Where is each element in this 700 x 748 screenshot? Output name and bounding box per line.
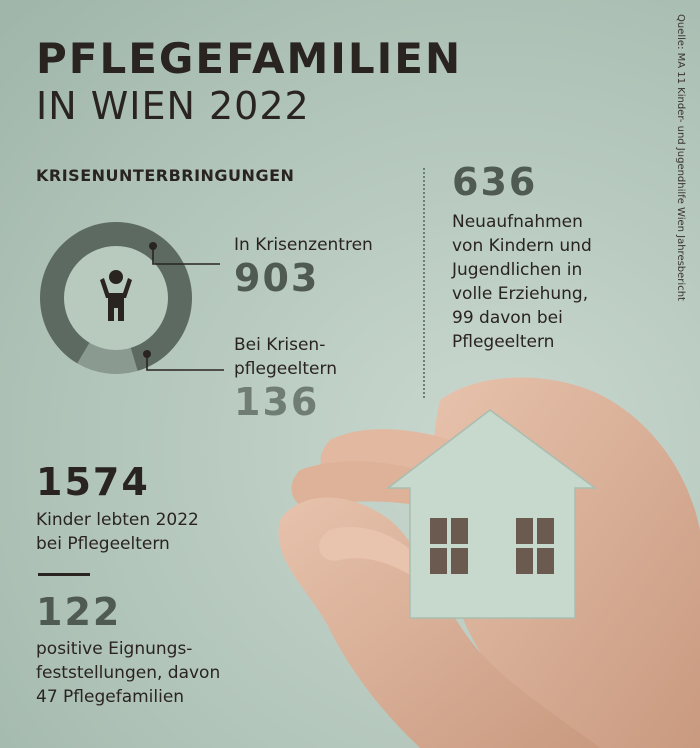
front-hand	[278, 497, 600, 748]
title-line-2: IN WIEN 2022	[36, 84, 310, 128]
donut-chart	[39, 222, 192, 374]
value-children: 1574	[36, 460, 150, 504]
house-icon	[278, 377, 700, 748]
label-crisis-foster-2: pflegeeltern	[234, 359, 337, 379]
text-suitability-2: feststellungen, davon	[36, 663, 221, 683]
text-admissions-6: Pflegeeltern	[452, 332, 555, 352]
text-children-2: bei Pflegeeltern	[36, 534, 170, 554]
paper-house	[385, 409, 598, 619]
value-admissions: 636	[452, 160, 538, 204]
child-icon	[100, 270, 132, 321]
horizontal-divider	[38, 573, 90, 576]
text-suitability-1: positive Eignungs-	[36, 639, 193, 659]
text-admissions-4: volle Erziehung,	[452, 284, 589, 304]
leader-line-foster	[146, 354, 224, 371]
title-line-1: PFLEGEFAMILIEN	[36, 34, 463, 83]
finger-3	[319, 526, 420, 575]
leader-line-centres	[152, 246, 220, 265]
value-crisis-foster: 136	[234, 380, 320, 424]
text-admissions-3: Jugendlichen in	[452, 260, 583, 280]
chart-title: KRISENUNTERBRINGUNGEN	[36, 166, 295, 185]
text-children-1: Kinder lebten 2022	[36, 510, 199, 530]
text-admissions-5: 99 davon bei	[452, 308, 563, 328]
label-crisis-centres: In Krisenzentren	[234, 235, 373, 255]
value-suitability: 122	[36, 590, 122, 634]
label-crisis-foster-1: Bei Krisen-	[234, 335, 326, 355]
text-admissions-2: von Kindern und	[452, 236, 592, 256]
vertical-divider	[423, 168, 425, 398]
leader-lines	[143, 242, 224, 371]
text-admissions-1: Neuaufnahmen	[452, 212, 583, 232]
source-note: Quelle: MA 11 Kinder- und Jugendhilfe Wi…	[672, 14, 686, 354]
text-suitability-3: 47 Pflegefamilien	[36, 687, 185, 707]
source-text: Quelle: MA 11 Kinder- und Jugendhilfe Wi…	[675, 14, 686, 301]
value-crisis-centres: 903	[234, 256, 320, 300]
